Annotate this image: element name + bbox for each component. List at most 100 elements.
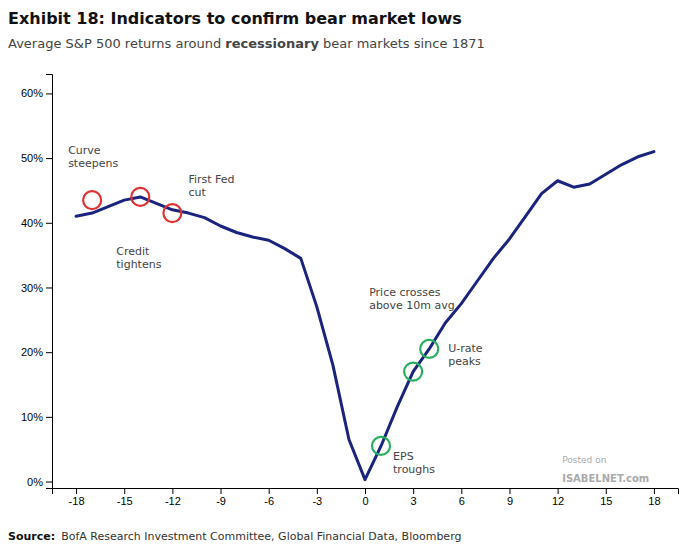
y-tick-mark xyxy=(46,93,52,94)
annotation-circle xyxy=(420,340,438,358)
watermark: ISABELNET.com xyxy=(562,473,649,484)
x-tick-mark xyxy=(558,488,559,494)
annotation-circle xyxy=(131,188,149,206)
y-axis-line xyxy=(46,75,53,489)
annotation-circle xyxy=(404,363,422,381)
x-tick: -18 xyxy=(69,488,85,507)
annotation-label: U-ratepeaks xyxy=(448,342,483,368)
y-tick: 30% xyxy=(21,281,52,293)
x-tick-label: 9 xyxy=(507,495,513,507)
y-tick-mark xyxy=(46,417,52,418)
x-tick-label: 3 xyxy=(411,495,417,507)
y-tick-label: 0% xyxy=(27,476,43,488)
y-tick-label: 20% xyxy=(21,346,43,358)
chart-container: Exhibit 18: Indicators to confirm bear m… xyxy=(0,0,700,550)
x-tick: -12 xyxy=(165,488,181,507)
y-tick-label: 60% xyxy=(21,87,43,99)
annotation-circle xyxy=(372,437,390,455)
annotation-label: Credittightens xyxy=(116,245,161,271)
watermark: Posted on xyxy=(562,455,606,465)
x-tick-label: 15 xyxy=(600,495,612,507)
x-tick-label: -18 xyxy=(69,495,85,507)
x-tick-mark xyxy=(269,488,270,494)
x-tick: 6 xyxy=(459,488,465,507)
x-tick-label: -6 xyxy=(264,495,274,507)
x-tick-mark xyxy=(317,488,318,494)
x-axis-line xyxy=(53,489,679,495)
x-tick: -9 xyxy=(216,488,226,507)
annotation-label-line: U-rate xyxy=(448,342,483,355)
title: Exhibit 18: Indicators to confirm bear m… xyxy=(8,9,462,28)
y-tick-label: 40% xyxy=(21,217,43,229)
annotation-label-line: tightens xyxy=(116,258,161,271)
subtitle: Average S&P 500 returns around recession… xyxy=(8,36,485,51)
x-tick-mark xyxy=(461,488,462,494)
x-tick: -6 xyxy=(264,488,274,507)
x-tick-label: 12 xyxy=(552,495,564,507)
y-tick-mark xyxy=(46,158,52,159)
annotation-label-line: troughs xyxy=(393,463,435,476)
x-tick-mark xyxy=(221,488,222,494)
x-tick-label: 0 xyxy=(362,495,368,507)
chart-svg: Exhibit 18: Indicators to confirm bear m… xyxy=(0,0,700,550)
y-tick: 40% xyxy=(21,217,52,229)
annotation-circle xyxy=(163,204,181,222)
annotation-labels: Curvesteepens Credittightens First Fedcut E… xyxy=(68,144,483,476)
x-tick: 9 xyxy=(507,488,513,507)
line xyxy=(76,152,654,480)
y-tick-label: 10% xyxy=(21,411,43,423)
annotation-label-line: Credit xyxy=(116,245,150,258)
y-tick-mark xyxy=(46,287,52,288)
x-axis: -18 -15 -12 -9 -6 -3 0 3 6 9 12 15 18 xyxy=(53,488,679,507)
x-tick: 15 xyxy=(600,488,612,507)
x-tick-mark xyxy=(124,488,125,494)
annotation-label-line: Price crosses xyxy=(369,286,441,299)
annotation-label-line: First Fed xyxy=(188,173,234,186)
annotation-label-line: Curve xyxy=(68,144,101,157)
x-tick-label: -15 xyxy=(117,495,133,507)
x-tick: 3 xyxy=(411,488,417,507)
y-tick: 0% xyxy=(27,476,52,488)
source-label: Source: xyxy=(8,530,55,543)
x-tick-label: -12 xyxy=(165,495,181,507)
x-tick: -3 xyxy=(312,488,322,507)
x-tick-label: 6 xyxy=(459,495,465,507)
y-tick-mark xyxy=(46,223,52,224)
subtitle-part: bear markets since 1871 xyxy=(319,36,485,51)
x-tick: 12 xyxy=(552,488,564,507)
x-tick: 0 xyxy=(362,488,368,507)
x-tick-mark xyxy=(654,488,655,494)
y-tick: 20% xyxy=(21,346,52,358)
x-tick-mark xyxy=(413,488,414,494)
x-tick-mark xyxy=(365,488,366,494)
y-tick: 60% xyxy=(21,87,52,99)
y-tick-label: 30% xyxy=(21,281,43,293)
y-axis: 0% 10% 20% 30% 40% 50% 60% xyxy=(21,75,53,489)
x-tick-mark xyxy=(76,488,77,494)
x-tick: 18 xyxy=(648,488,660,507)
y-tick-label: 50% xyxy=(21,152,43,164)
annotation-label-line: steepens xyxy=(68,157,118,170)
annotation-label: First Fedcut xyxy=(188,173,234,199)
x-tick-mark xyxy=(606,488,607,494)
x-tick: -15 xyxy=(117,488,133,507)
source-text: BofA Research Investment Committee, Glob… xyxy=(61,530,461,543)
annotation-label: Price crossesabove 10m avg xyxy=(369,286,455,312)
plot-area: -18 -15 -12 -9 -6 -3 0 3 6 9 12 15 18 0% 10% 20% 30% 40% 5… xyxy=(21,75,679,507)
annotation-circle xyxy=(83,191,101,209)
x-tick-label: -9 xyxy=(216,495,226,507)
annotation-label: Curvesteepens xyxy=(68,144,118,170)
annotation-label-line: EPS xyxy=(393,450,414,463)
x-tick-label: -3 xyxy=(312,495,322,507)
x-tick-mark xyxy=(509,488,510,494)
annotation-label-line: cut xyxy=(188,186,206,199)
y-tick-mark xyxy=(46,482,52,483)
y-tick: 10% xyxy=(21,411,52,423)
annotation-label: EPStroughs xyxy=(393,450,435,476)
x-tick-mark xyxy=(172,488,173,494)
annotation-label-line: peaks xyxy=(448,355,481,368)
x-tick-label: 18 xyxy=(648,495,660,507)
y-tick-mark xyxy=(46,352,52,353)
y-tick: 50% xyxy=(21,152,52,164)
subtitle-part: recessionary xyxy=(225,36,319,51)
